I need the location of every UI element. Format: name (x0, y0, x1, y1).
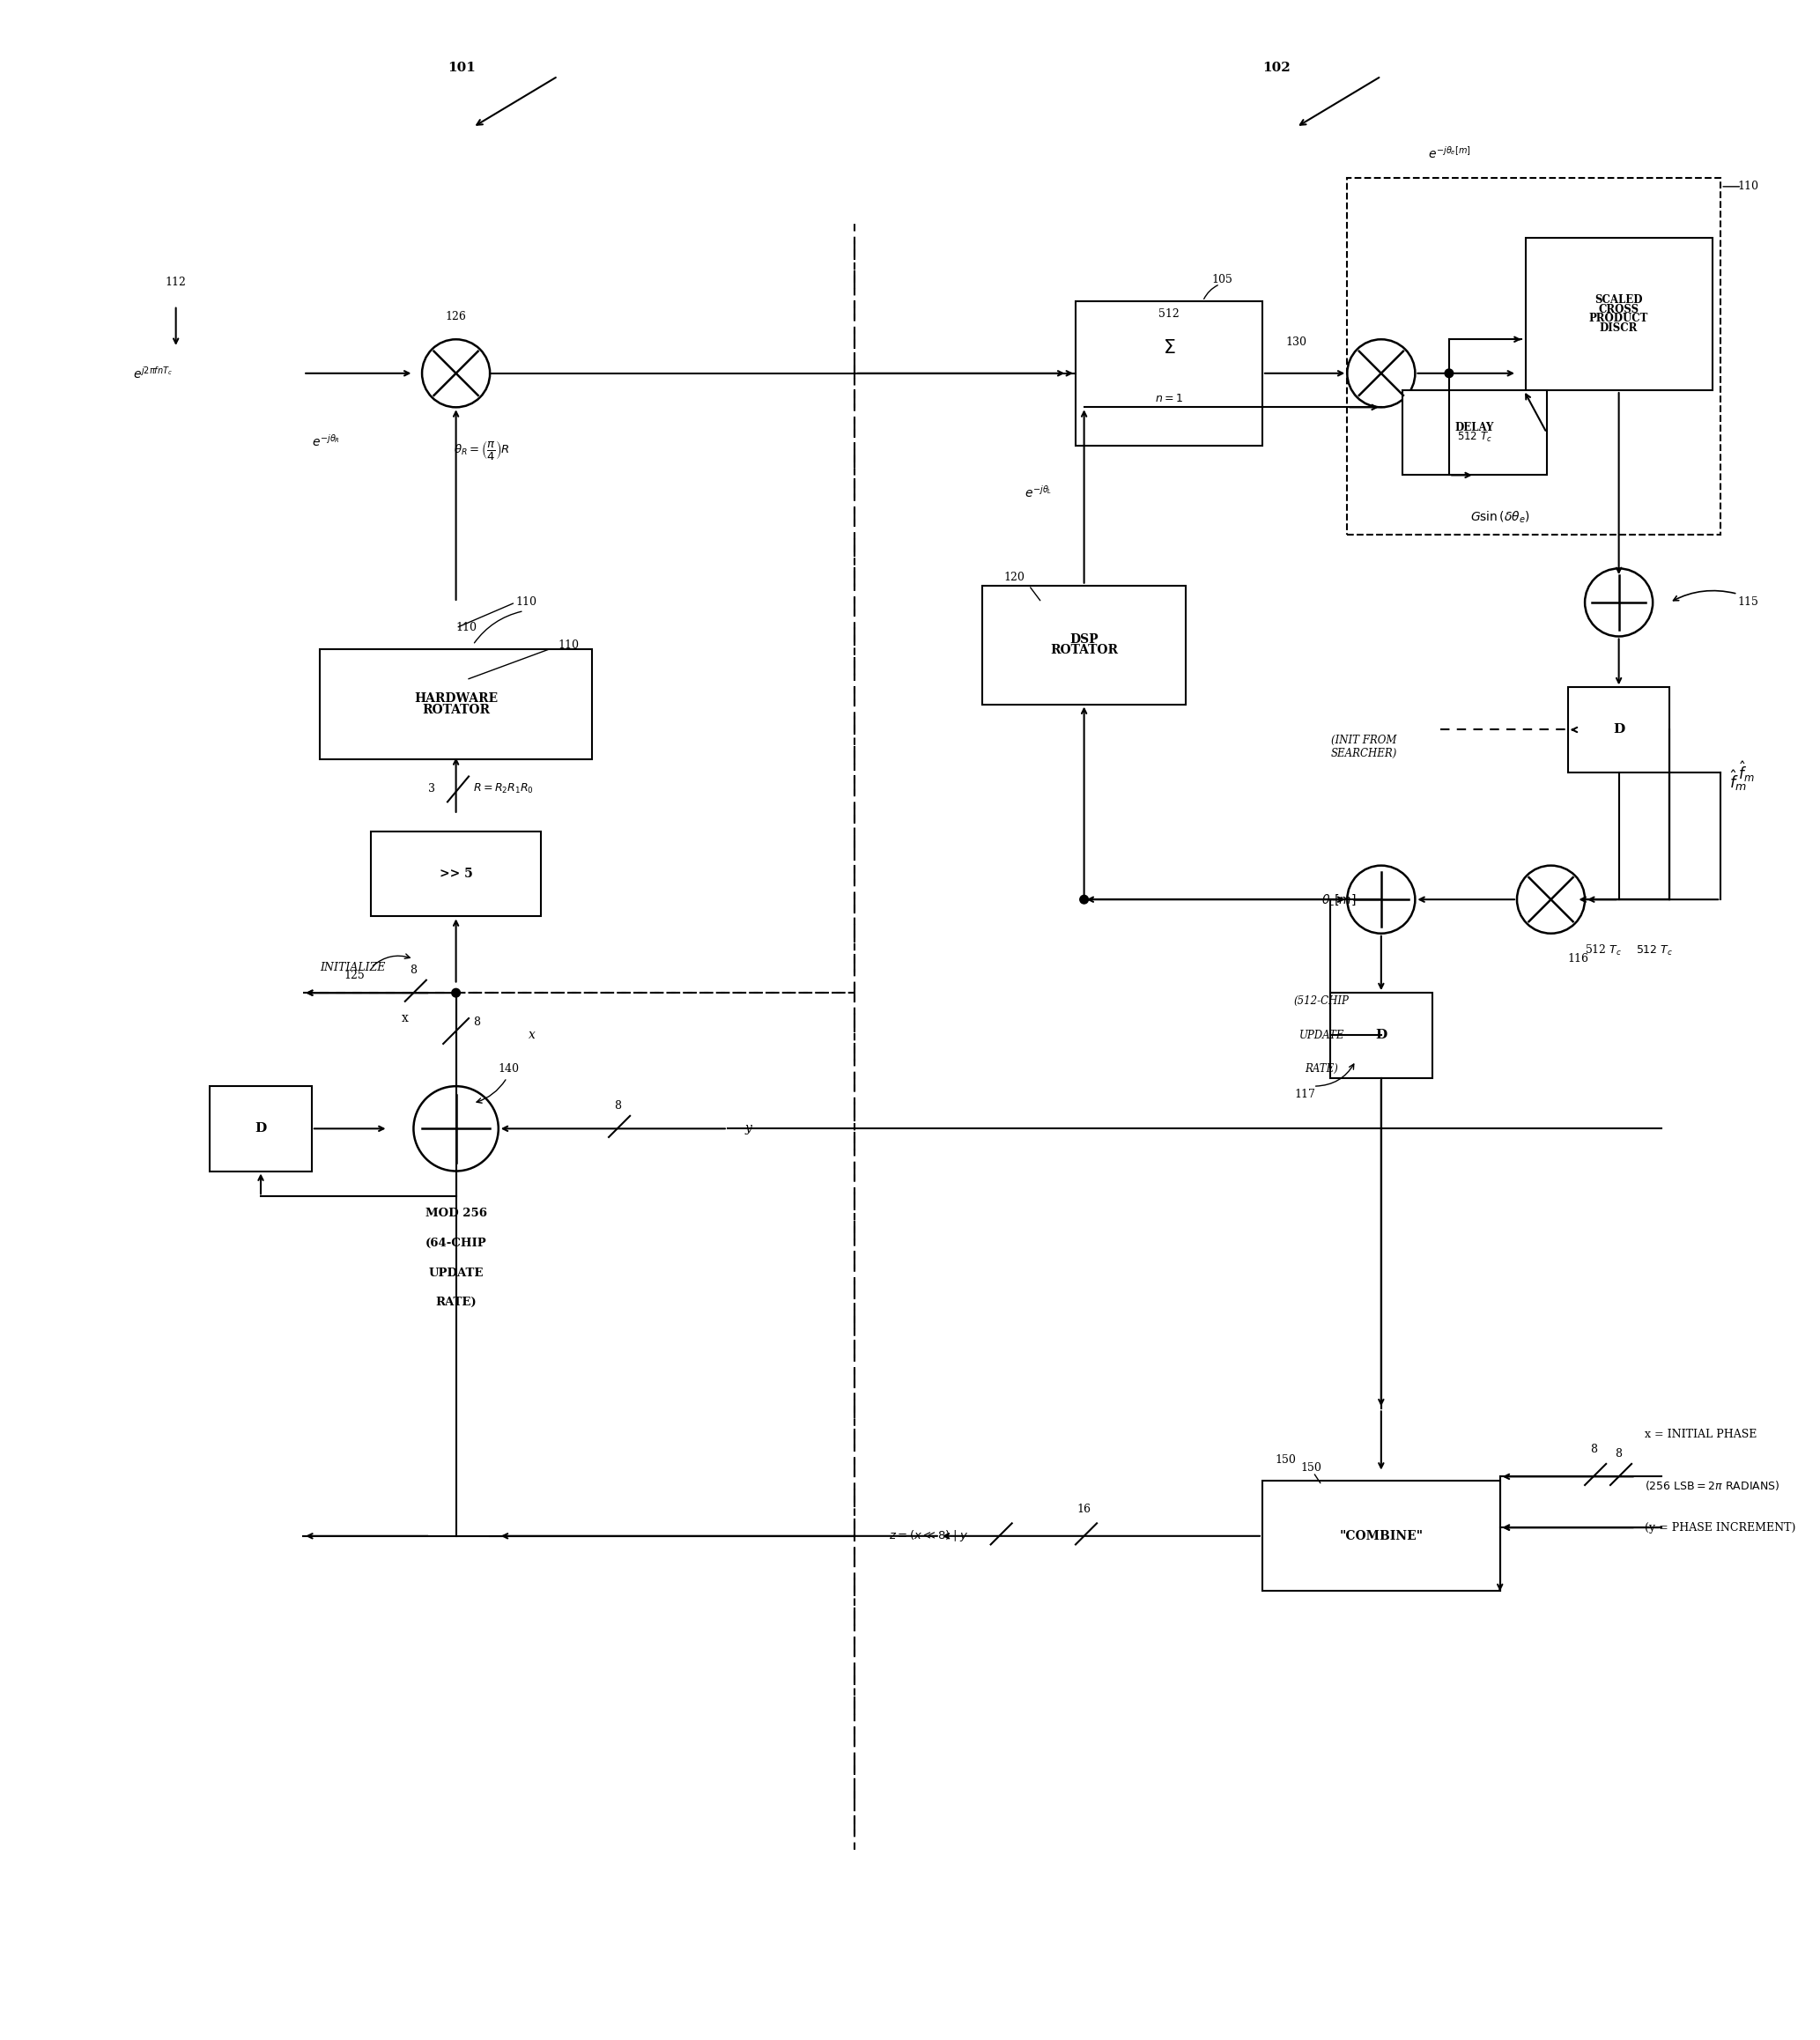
Text: x: x (402, 1012, 408, 1024)
Text: (INIT FROM
SEARCHER): (INIT FROM SEARCHER) (1330, 734, 1398, 759)
Text: $n=1$: $n=1$ (1156, 394, 1183, 404)
Text: 130: 130 (1285, 337, 1307, 349)
Text: 512: 512 (1159, 308, 1179, 320)
Circle shape (1445, 369, 1454, 377)
Text: 126: 126 (446, 310, 466, 322)
Text: $\Sigma$: $\Sigma$ (1163, 339, 1176, 357)
Text: $G\sin\left(\delta\theta_e\right)$: $G\sin\left(\delta\theta_e\right)$ (1471, 510, 1531, 524)
Text: 16: 16 (1077, 1503, 1092, 1516)
Text: 110: 110 (515, 598, 537, 608)
Text: 150: 150 (1301, 1463, 1321, 1473)
Text: 112: 112 (166, 277, 186, 288)
Text: $z=(x\ll 8)\mid y$: $z=(x\ll 8)\mid y$ (888, 1528, 968, 1544)
Bar (320, 649, 592, 759)
Bar (1330, 993, 1432, 1077)
Text: 8: 8 (473, 1016, 480, 1028)
Text: ROTATOR: ROTATOR (1050, 645, 1117, 657)
Bar (1347, 177, 1720, 534)
Text: 3: 3 (428, 783, 435, 796)
Text: HARDWARE: HARDWARE (415, 694, 499, 706)
Text: UPDATE: UPDATE (1299, 1030, 1345, 1040)
Text: SCALED: SCALED (1594, 294, 1643, 306)
Text: 512 $T_c$: 512 $T_c$ (1585, 942, 1622, 957)
Text: DISCR: DISCR (1600, 322, 1638, 335)
Text: PRODUCT: PRODUCT (1589, 312, 1649, 324)
Circle shape (1516, 865, 1585, 934)
Text: RATE): RATE) (435, 1297, 477, 1308)
Text: y: y (744, 1122, 752, 1134)
Text: DELAY: DELAY (1454, 422, 1494, 435)
Text: $e^{-j\theta_R}$: $e^{-j\theta_R}$ (311, 432, 340, 449)
Text: x: x (530, 1028, 535, 1042)
Text: x = INITIAL PHASE: x = INITIAL PHASE (1643, 1428, 1756, 1440)
Text: 110: 110 (457, 622, 477, 634)
Text: $\theta_L[m]$: $\theta_L[m]$ (1321, 891, 1356, 908)
Text: 8: 8 (410, 965, 417, 975)
Text: INITIALIZE: INITIALIZE (320, 961, 386, 973)
Bar (1403, 390, 1547, 475)
Text: UPDATE: UPDATE (428, 1267, 484, 1279)
Text: (512-CHIP: (512-CHIP (1294, 996, 1349, 1008)
Text: $\hat{f}_m$: $\hat{f}_m$ (1738, 761, 1754, 783)
Text: $\hat{f}_m$: $\hat{f}_m$ (1729, 769, 1747, 794)
Circle shape (451, 1124, 460, 1132)
Text: $512\ T_c$: $512\ T_c$ (1458, 430, 1492, 445)
Text: $e^{j2\pi fnT_c}$: $e^{j2\pi fnT_c}$ (133, 365, 173, 381)
Text: 105: 105 (1212, 273, 1232, 286)
Circle shape (1079, 896, 1088, 904)
Bar (371, 832, 541, 916)
Text: 117: 117 (1294, 1089, 1316, 1100)
Text: 102: 102 (1263, 61, 1290, 73)
Text: MOD 256: MOD 256 (426, 1208, 486, 1220)
Text: $512\ T_c$: $512\ T_c$ (1636, 945, 1673, 957)
Circle shape (1585, 569, 1653, 636)
Text: (64-CHIP: (64-CHIP (426, 1238, 486, 1248)
Text: DSP: DSP (1070, 632, 1099, 645)
Text: 140: 140 (499, 1063, 519, 1075)
Text: $e^{-j\theta_e[m]}$: $e^{-j\theta_e[m]}$ (1427, 145, 1471, 161)
Text: RATE): RATE) (1305, 1063, 1338, 1075)
Bar (1076, 302, 1263, 445)
Text: 8: 8 (613, 1100, 621, 1112)
Text: 110: 110 (557, 639, 579, 651)
Circle shape (1347, 865, 1416, 934)
Text: CROSS: CROSS (1598, 304, 1640, 314)
Bar (1567, 687, 1669, 773)
Text: D: D (1376, 1028, 1387, 1042)
Bar (1525, 237, 1713, 390)
Text: 8: 8 (1616, 1448, 1622, 1461)
Bar (983, 585, 1187, 704)
Text: $e^{-j\theta_L}$: $e^{-j\theta_L}$ (1025, 483, 1052, 500)
Text: 125: 125 (344, 971, 364, 981)
Text: (y = PHASE INCREMENT): (y = PHASE INCREMENT) (1643, 1522, 1795, 1534)
Circle shape (413, 1085, 499, 1171)
Bar (1263, 1481, 1500, 1591)
Circle shape (422, 339, 490, 408)
Text: $\theta_R = \left(\dfrac{\pi}{4}\right)R$: $\theta_R = \left(\dfrac{\pi}{4}\right)R… (453, 439, 510, 461)
Circle shape (451, 989, 460, 998)
Text: $(256\ \mathrm{LSB}=2\pi\ \mathrm{RADIANS})$: $(256\ \mathrm{LSB}=2\pi\ \mathrm{RADIAN… (1643, 1479, 1780, 1491)
Text: 150: 150 (1276, 1455, 1296, 1465)
Text: "COMBINE": "COMBINE" (1340, 1530, 1423, 1542)
Text: 120: 120 (1003, 571, 1025, 583)
Text: 116: 116 (1567, 953, 1589, 965)
Text: 8: 8 (1591, 1444, 1596, 1455)
Text: D: D (255, 1122, 266, 1134)
Text: 115: 115 (1738, 598, 1758, 608)
Text: >> 5: >> 5 (439, 867, 473, 879)
Text: 110: 110 (1738, 182, 1758, 192)
Circle shape (1347, 339, 1416, 408)
Text: D: D (1613, 724, 1625, 736)
Text: $R=R_2R_1R_0$: $R=R_2R_1R_0$ (473, 783, 533, 796)
Text: ROTATOR: ROTATOR (422, 704, 490, 716)
Bar (209, 1085, 311, 1171)
Text: 101: 101 (448, 61, 475, 73)
